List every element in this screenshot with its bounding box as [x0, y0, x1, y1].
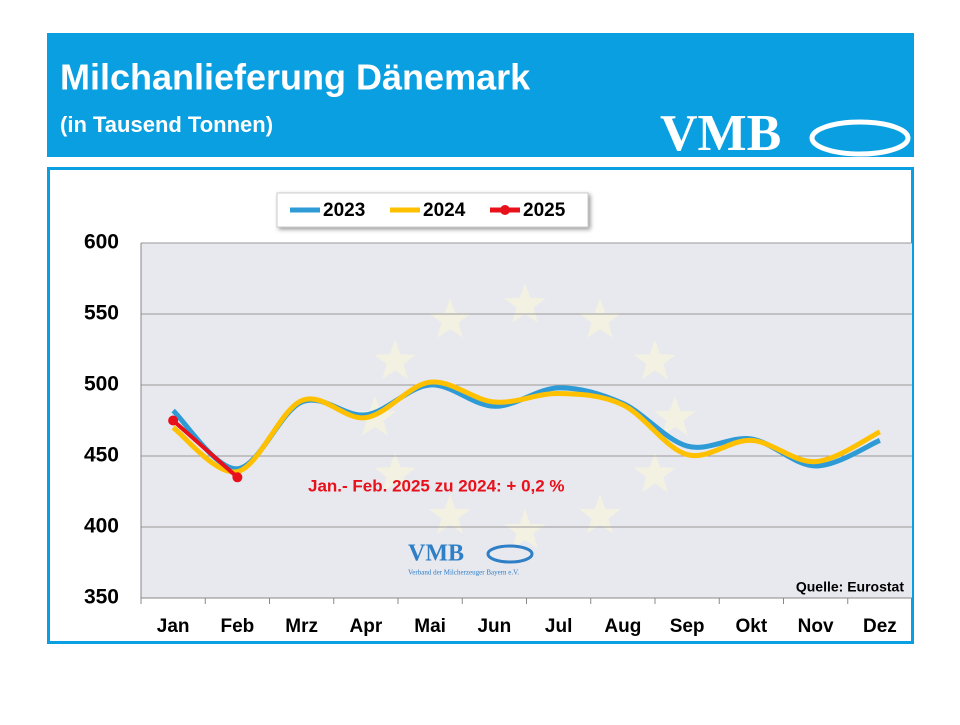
- logo: VMB: [660, 105, 781, 162]
- annotation: Jan.- Feb. 2025 zu 2024: + 0,2 %: [308, 476, 565, 495]
- y-tick-label: 450: [84, 444, 119, 467]
- star: [654, 396, 696, 436]
- line: [171, 379, 882, 475]
- star: [504, 509, 546, 549]
- star: [634, 339, 676, 380]
- watermark-text: Verband der Milcherzeuger Bayern e.V.: [408, 569, 519, 577]
- x-tick-label: Sep: [670, 616, 705, 637]
- logo-swoosh: [809, 119, 911, 157]
- header: [47, 33, 914, 157]
- x-tick-label: Feb: [220, 616, 254, 637]
- star: [429, 298, 471, 338]
- watermark-logo: VMB: [408, 541, 464, 567]
- legend-label: 2023: [323, 200, 365, 221]
- x-tick-label: Jul: [545, 616, 572, 637]
- star: [579, 298, 621, 338]
- watermark-swoosh: [486, 544, 534, 564]
- x-tick-label: Jun: [477, 616, 511, 637]
- y-tick-label: 600: [84, 231, 119, 254]
- y-tick-label: 350: [84, 586, 119, 609]
- chart-subtitle: (in Tausend Tonnen): [60, 112, 273, 137]
- star: [634, 452, 676, 493]
- marker: [168, 415, 179, 426]
- star: [579, 493, 621, 534]
- x-tick-label: Jan: [157, 616, 190, 637]
- marker: [232, 472, 243, 483]
- star: [429, 493, 471, 534]
- y-tick-label: 500: [84, 373, 119, 396]
- x-tick-label: Apr: [350, 616, 383, 637]
- source: Quelle: Eurostat: [796, 579, 904, 595]
- legend-marker: [500, 205, 510, 215]
- star: [374, 452, 416, 493]
- y-tick-label: 550: [84, 302, 119, 325]
- x-tick-label: Mrz: [285, 616, 318, 637]
- chart-title: Milchanlieferung Dänemark: [60, 57, 531, 98]
- x-tick-label: Nov: [798, 616, 834, 637]
- line: [171, 419, 239, 479]
- star: [374, 339, 416, 380]
- y-tick-label: 400: [84, 515, 119, 538]
- x-tick-label: Mai: [414, 616, 446, 637]
- legend-label: 2025: [523, 200, 566, 221]
- x-tick-label: Okt: [736, 616, 768, 637]
- legend: [276, 192, 589, 228]
- x-tick-label: Aug: [604, 616, 641, 637]
- star: [504, 283, 546, 323]
- legend-label: 2024: [423, 200, 466, 221]
- x-tick-label: Dez: [863, 616, 897, 637]
